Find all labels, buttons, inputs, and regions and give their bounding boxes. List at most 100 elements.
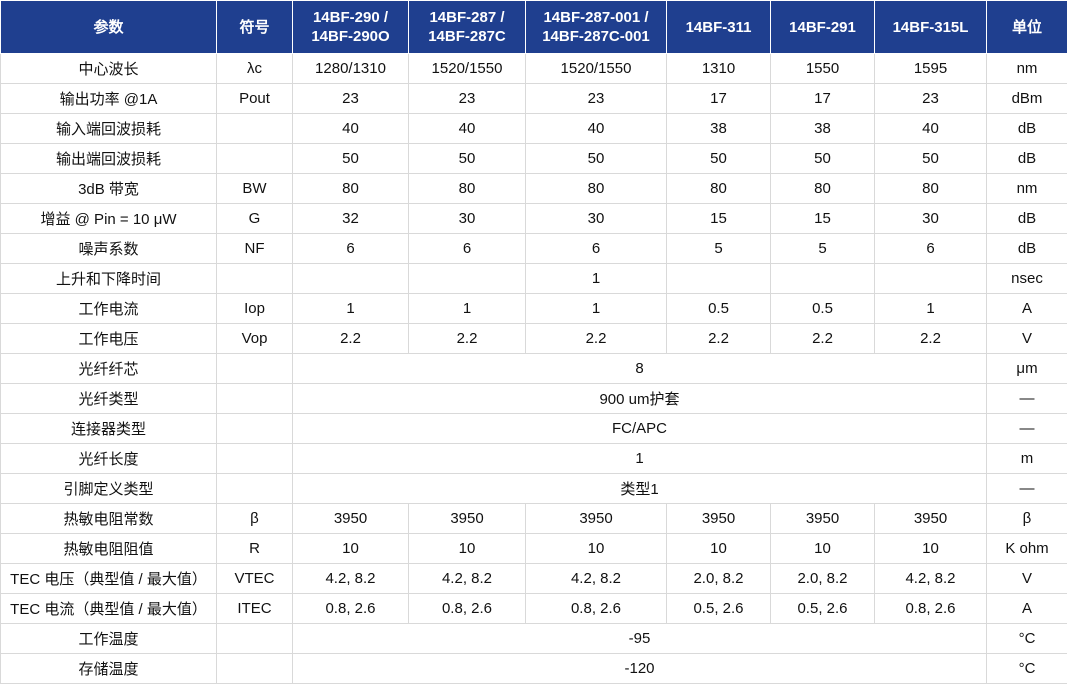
param-cell: 上升和下降时间 <box>1 264 217 294</box>
merged-value-cell: 900 um护套 <box>293 384 987 414</box>
unit-cell: m <box>987 444 1067 474</box>
value-cell: 3950 <box>875 504 987 534</box>
value-cell: 38 <box>667 114 771 144</box>
symbol-cell <box>217 354 293 384</box>
symbol-cell <box>217 654 293 684</box>
param-cell: 光纤类型 <box>1 384 217 414</box>
value-cell: 10 <box>667 534 771 564</box>
value-cell: 30 <box>875 204 987 234</box>
unit-cell: nm <box>987 54 1067 84</box>
symbol-cell: ITEC <box>217 594 293 624</box>
value-cell: 3950 <box>293 504 409 534</box>
column-header: 参数 <box>1 1 217 54</box>
value-cell: 23 <box>293 84 409 114</box>
param-cell: 存储温度 <box>1 654 217 684</box>
symbol-cell: β <box>217 504 293 534</box>
symbol-cell <box>217 114 293 144</box>
value-cell: 0.5 <box>667 294 771 324</box>
unit-cell: K ohm <box>987 534 1067 564</box>
value-cell: 1280/1310 <box>293 54 409 84</box>
unit-cell: dB <box>987 144 1067 174</box>
column-header: 14BF-287-001 / 14BF-287C-001 <box>526 1 667 54</box>
table-row: 存储温度 -120°C <box>1 654 1067 684</box>
value-cell: 3950 <box>526 504 667 534</box>
value-cell: 0.8, 2.6 <box>409 594 526 624</box>
param-cell: 引脚定义类型 <box>1 474 217 504</box>
unit-cell: V <box>987 564 1067 594</box>
value-cell: 80 <box>526 174 667 204</box>
merged-value-cell: -120 <box>293 654 987 684</box>
column-header: 14BF-315L <box>875 1 987 54</box>
symbol-cell: G <box>217 204 293 234</box>
value-cell: 6 <box>293 234 409 264</box>
value-cell: 3950 <box>771 504 875 534</box>
value-cell: 0.5, 2.6 <box>771 594 875 624</box>
value-cell: 1595 <box>875 54 987 84</box>
unit-cell: — <box>987 474 1067 504</box>
merged-value-cell: 类型1 <box>293 474 987 504</box>
value-cell: 10 <box>875 534 987 564</box>
param-cell: 输出端回波损耗 <box>1 144 217 174</box>
param-cell: 3dB 带宽 <box>1 174 217 204</box>
value-cell: 1550 <box>771 54 875 84</box>
unit-cell: °C <box>987 624 1067 654</box>
value-cell: 4.2, 8.2 <box>526 564 667 594</box>
param-cell: 连接器类型 <box>1 414 217 444</box>
param-cell: 中心波长 <box>1 54 217 84</box>
column-header: 符号 <box>217 1 293 54</box>
table-row: 引脚定义类型 类型1— <box>1 474 1067 504</box>
value-cell: 1 <box>293 294 409 324</box>
unit-cell: °C <box>987 654 1067 684</box>
value-cell: 38 <box>771 114 875 144</box>
value-cell: 50 <box>667 144 771 174</box>
param-cell: 光纤纤芯 <box>1 354 217 384</box>
column-header: 14BF-287 / 14BF-287C <box>409 1 526 54</box>
param-cell: 光纤长度 <box>1 444 217 474</box>
value-cell: 1 <box>409 294 526 324</box>
value-cell: 3950 <box>667 504 771 534</box>
unit-cell: V <box>987 324 1067 354</box>
value-cell <box>409 264 526 294</box>
value-cell: 10 <box>293 534 409 564</box>
value-cell: 50 <box>409 144 526 174</box>
param-cell: 噪声系数 <box>1 234 217 264</box>
param-cell: 增益 @ Pin = 10 μW <box>1 204 217 234</box>
param-cell: 输出功率 @1A <box>1 84 217 114</box>
value-cell: 1520/1550 <box>526 54 667 84</box>
value-cell: 40 <box>409 114 526 144</box>
param-cell: 热敏电阻常数 <box>1 504 217 534</box>
symbol-cell: R <box>217 534 293 564</box>
symbol-cell <box>217 474 293 504</box>
param-cell: 工作温度 <box>1 624 217 654</box>
value-cell: 1310 <box>667 54 771 84</box>
value-cell: 50 <box>526 144 667 174</box>
param-cell: 热敏电阻阻值 <box>1 534 217 564</box>
value-cell: 15 <box>771 204 875 234</box>
value-cell: 40 <box>293 114 409 144</box>
value-cell: 5 <box>667 234 771 264</box>
unit-cell: nm <box>987 174 1067 204</box>
unit-cell: dB <box>987 204 1067 234</box>
symbol-cell: Pout <box>217 84 293 114</box>
value-cell: 15 <box>667 204 771 234</box>
symbol-cell <box>217 624 293 654</box>
value-cell: 6 <box>409 234 526 264</box>
merged-value-cell: 8 <box>293 354 987 384</box>
value-cell: 2.2 <box>293 324 409 354</box>
value-cell: 80 <box>667 174 771 204</box>
value-cell: 50 <box>875 144 987 174</box>
value-cell: 1 <box>526 294 667 324</box>
symbol-cell: Iop <box>217 294 293 324</box>
value-cell: 2.0, 8.2 <box>771 564 875 594</box>
param-cell: 输入端回波损耗 <box>1 114 217 144</box>
param-cell: 工作电流 <box>1 294 217 324</box>
